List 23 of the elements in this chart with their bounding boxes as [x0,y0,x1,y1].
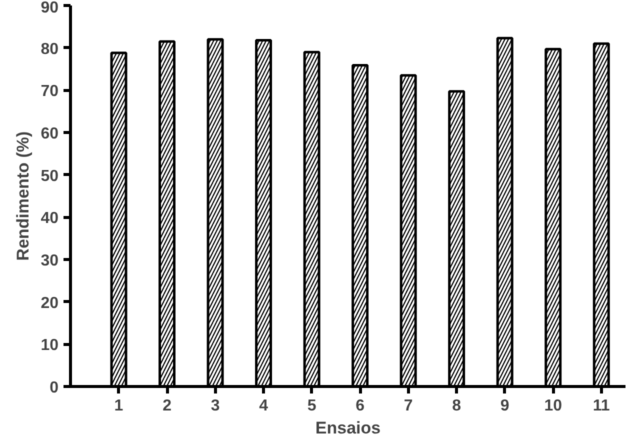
x-tick-label: 11 [592,398,610,414]
y-tick-label: 10 [40,337,59,354]
y-tick-label: 50 [40,168,59,185]
y-tick-label: 0 [50,380,59,396]
y-tick-label: 70 [40,83,59,100]
x-tick-label: 8 [452,398,462,414]
y-tick-label: 60 [40,126,59,142]
x-tick-label: 5 [307,398,316,414]
y-tick-label: 80 [40,40,59,58]
x-tick-label: 4 [259,398,268,414]
x-axis-title: Ensaios [315,418,381,438]
y-tick-label: 90 [40,0,59,16]
y-tick-label: 20 [40,294,59,312]
y-tick-label: 30 [40,252,59,270]
x-tick-label: 9 [500,398,510,414]
y-axis-title: Rendimento (%) [14,131,33,261]
x-tick-label: 10 [544,398,562,414]
x-tick-label: 2 [162,398,172,414]
x-tick-label: 6 [356,398,365,414]
x-tick-label: 1 [114,398,124,414]
x-tick-label: 3 [210,398,220,414]
y-tick-label: 40 [40,210,59,228]
x-tick-label: 7 [404,398,413,414]
